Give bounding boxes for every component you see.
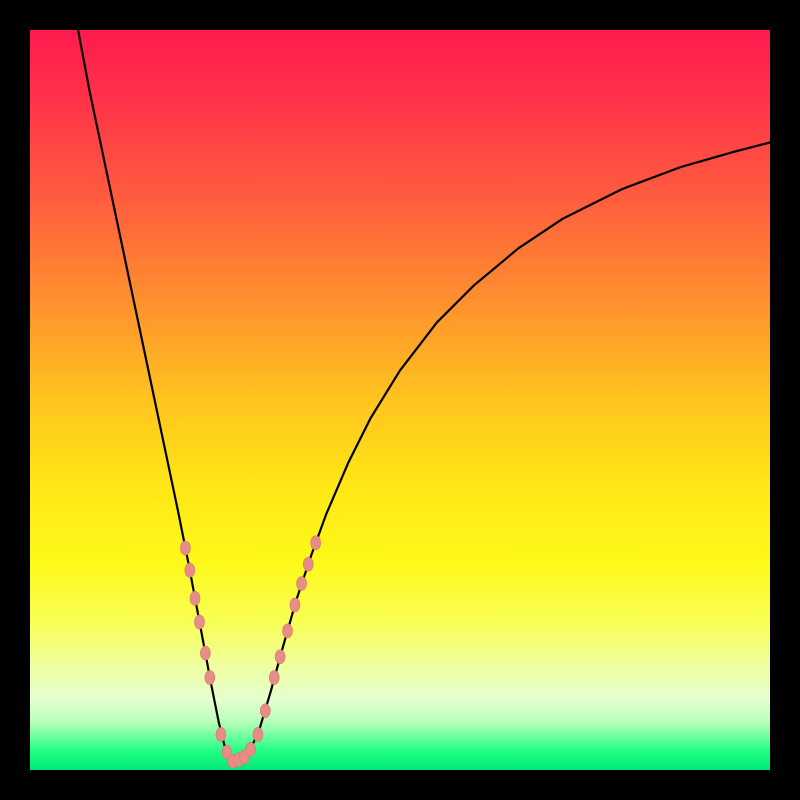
data-marker: [246, 742, 256, 756]
data-marker: [297, 577, 307, 591]
plot-area: [30, 30, 770, 770]
data-marker: [260, 704, 270, 718]
data-marker: [311, 536, 321, 550]
data-marker: [200, 646, 210, 660]
data-marker: [269, 671, 279, 685]
bottleneck-curve: [78, 30, 770, 763]
data-marker: [185, 563, 195, 577]
data-marker: [290, 598, 300, 612]
frame-bottom: [0, 770, 800, 800]
data-marker: [303, 557, 313, 571]
chart-root: TheBottleneck.com: [0, 0, 800, 800]
data-marker: [180, 541, 190, 555]
data-marker: [253, 727, 263, 741]
frame-left: [0, 0, 30, 800]
data-marker: [283, 624, 293, 638]
frame-right: [770, 0, 800, 800]
curve-layer: [30, 30, 770, 770]
data-marker: [275, 650, 285, 664]
frame-top: [0, 0, 800, 30]
data-marker: [205, 671, 215, 685]
data-marker: [216, 727, 226, 741]
data-marker: [190, 591, 200, 605]
data-marker: [194, 615, 204, 629]
